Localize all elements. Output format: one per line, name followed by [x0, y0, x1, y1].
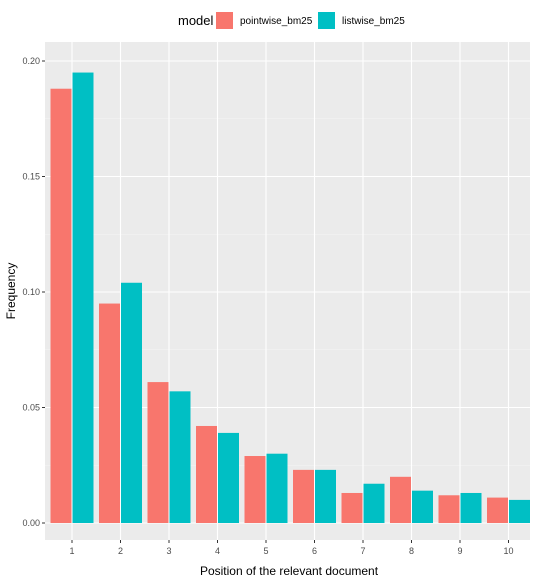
bar-pointwise_bm25-10 [487, 497, 508, 523]
y-tick-label: 0.20 [22, 56, 40, 66]
legend: model pointwise_bm25 listwise_bm25 [178, 12, 405, 29]
bar-pointwise_bm25-3 [147, 382, 169, 523]
bar-listwise_bm25-9 [460, 492, 482, 523]
bar-listwise_bm25-4 [218, 432, 239, 523]
legend-label-listwise: listwise_bm25 [342, 16, 405, 27]
x-tick-label: 2 [118, 546, 123, 556]
x-axis: 1 2 3 4 5 6 7 8 9 10 [69, 540, 514, 556]
bar-listwise_bm25-5 [266, 453, 288, 523]
y-tick-label: 0.00 [22, 518, 40, 528]
x-tick-label: 1 [69, 546, 74, 556]
y-tick-label: 0.15 [22, 172, 40, 182]
bar-listwise_bm25-3 [169, 391, 191, 523]
bar-pointwise_bm25-4 [196, 425, 217, 523]
bar-pointwise_bm25-2 [99, 303, 120, 523]
legend-label-pointwise: pointwise_bm25 [240, 16, 313, 27]
y-tick-label: 0.05 [22, 403, 40, 413]
bar-pointwise_bm25-8 [390, 476, 411, 523]
y-axis-title: Frequency [4, 263, 18, 320]
major-gridlines [45, 42, 530, 540]
x-tick-label: 5 [263, 546, 268, 556]
legend-swatch-listwise [318, 12, 335, 29]
x-tick-label: 8 [409, 546, 414, 556]
x-tick-label: 4 [215, 546, 220, 556]
bar-pointwise_bm25-6 [293, 469, 314, 523]
x-tick-label: 7 [360, 546, 365, 556]
bar-listwise_bm25-7 [363, 483, 385, 523]
legend-title: model [178, 13, 214, 28]
x-tick-label: 10 [503, 546, 513, 556]
bar-listwise_bm25-1 [72, 72, 94, 524]
bar-listwise_bm25-10 [509, 499, 530, 523]
bar-listwise_bm25-6 [315, 469, 336, 523]
x-tick-label: 6 [312, 546, 317, 556]
x-tick-label: 9 [457, 546, 462, 556]
bar-pointwise_bm25-5 [244, 456, 266, 523]
bar-listwise_bm25-8 [412, 490, 433, 523]
bar-pointwise_bm25-9 [438, 495, 460, 523]
y-tick-label: 0.10 [22, 287, 40, 297]
bar-listwise_bm25-2 [121, 282, 142, 523]
y-axis: 0.00 0.05 0.10 0.15 0.20 [22, 56, 45, 528]
bars [50, 72, 530, 524]
x-axis-title: Position of the relevant document [200, 564, 379, 578]
bar-pointwise_bm25-7 [341, 492, 363, 523]
legend-swatch-pointwise [216, 12, 233, 29]
bar-pointwise_bm25-1 [50, 88, 72, 523]
x-tick-label: 3 [166, 546, 171, 556]
